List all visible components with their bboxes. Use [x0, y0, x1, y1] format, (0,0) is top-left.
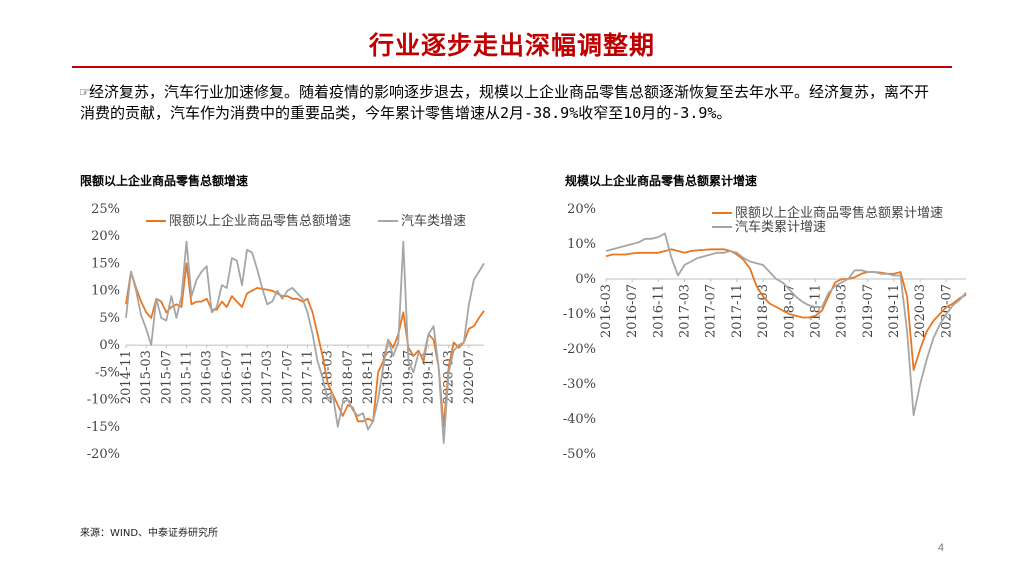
x-tick-label: 2018-11: [808, 284, 823, 338]
x-tick-label: 2015-03: [139, 350, 154, 404]
y-tick-label: -50%: [563, 447, 596, 462]
y-tick-label: -30%: [563, 377, 596, 392]
left-line-chart: 25% 20% 15% 10% 5% 0% -5% -10% -15% -20% 2014-11 20…: [87, 202, 485, 462]
y-tick-label: -5%: [95, 365, 120, 380]
x-tick-label: 2018-03: [756, 284, 771, 338]
page-title: 行业逐步走出深幅调整期: [368, 31, 655, 60]
x-tick-label: 2019-11: [422, 350, 437, 404]
legend-label: 限额以上企业商品零售总额累计增速: [735, 205, 943, 221]
x-tick-label: 2016-07: [625, 284, 640, 338]
y-tick-label: 20%: [567, 202, 596, 217]
x-tick-label: 2019-07: [861, 284, 876, 338]
legend-label: 汽车类累计增速: [735, 219, 826, 235]
series-line-orange: [605, 248, 967, 371]
x-tick-label: 2020-07: [462, 350, 477, 404]
x-tick-label: 2019-11: [887, 284, 902, 338]
x-tick-label: 2019-07: [401, 350, 416, 404]
x-tick-label: 2015-07: [159, 350, 174, 404]
series-line-gray: [125, 240, 485, 445]
body-paragraph: ☞经济复苏，汽车行业加速修复。随着疫情的影响逐步退去，规模以上企业商品零售总额逐…: [80, 83, 930, 122]
x-tick-label: 2017-11: [301, 350, 316, 404]
y-tick-label: 25%: [91, 202, 120, 217]
x-tick-label: 2017-03: [260, 350, 275, 404]
y-tick-label: 10%: [91, 284, 120, 299]
x-tick-label: 2018-07: [782, 284, 797, 338]
x-tick-label: 2016-11: [651, 284, 666, 338]
x-tick-label: 2016-03: [599, 284, 614, 338]
x-tick-label: 2019-03: [835, 284, 850, 338]
x-tick-label: 2017-11: [730, 284, 745, 338]
right-line-chart: 20% 10% 0% -10% -20% -30% -40% -50% 2016-03 2016-…: [563, 202, 967, 462]
series-line-orange: [125, 262, 485, 428]
x-tick-label: 2018-11: [361, 350, 376, 404]
source-note: 来源：WIND、中泰证券研究所: [80, 528, 219, 539]
x-tick-label: 2018-07: [341, 350, 356, 404]
y-tick-label: 15%: [91, 256, 120, 271]
page-number: 4: [937, 542, 944, 554]
x-tick-label: 2015-11: [180, 350, 195, 404]
y-tick-label: -20%: [563, 342, 596, 357]
x-tick-label: 2017-03: [678, 284, 693, 338]
y-tick-label: 20%: [91, 229, 120, 244]
legend-label: 限额以上企业商品零售总额增速: [169, 213, 351, 229]
x-tick-label: 2016-11: [240, 350, 255, 404]
y-tick-label: 5%: [99, 311, 120, 326]
x-tick-label: 2017-07: [280, 350, 295, 404]
x-tick-label: 2017-07: [704, 284, 719, 338]
y-tick-label: -40%: [563, 412, 596, 427]
x-tick-label: 2016-07: [220, 350, 235, 404]
y-tick-label: -10%: [563, 307, 596, 322]
x-tick-label: 2016-03: [200, 350, 215, 404]
title-underline: [72, 66, 952, 68]
right-chart-title: 规模以上企业商品零售总额累计增速: [565, 174, 758, 188]
x-tick-label: 2020-03: [913, 284, 928, 338]
y-tick-label: 10%: [567, 237, 596, 252]
y-tick-label: 0%: [99, 338, 120, 353]
y-tick-label: -10%: [87, 393, 120, 408]
y-tick-label: 0%: [575, 272, 596, 287]
series-line-gray: [605, 232, 967, 417]
legend-label: 汽车类增速: [401, 213, 466, 229]
x-tick-label: 2020-07: [939, 284, 954, 338]
y-tick-label: -15%: [87, 420, 120, 435]
left-chart-title: 限额以上企业商品零售总额增速: [80, 174, 249, 188]
y-tick-label: -20%: [87, 447, 120, 462]
x-tick-label: 2014-11: [119, 350, 134, 404]
x-tick-label: 2019-03: [381, 350, 396, 404]
